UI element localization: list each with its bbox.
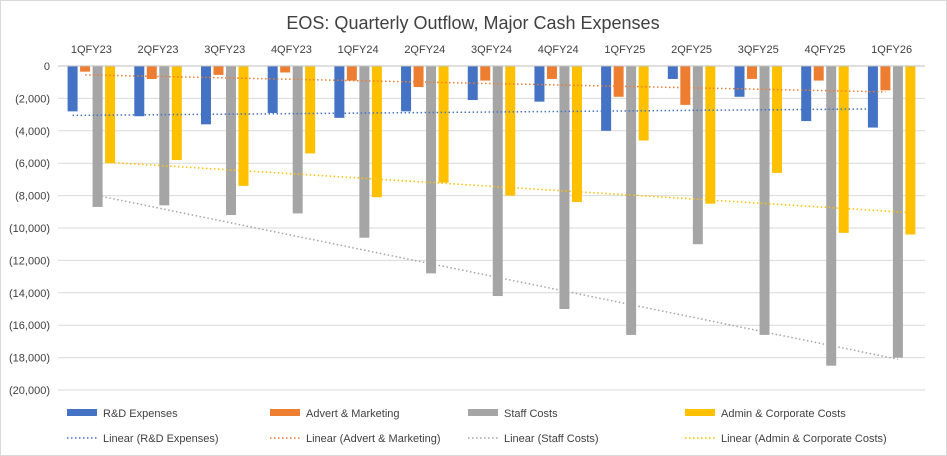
bar-admin-and-corporate-costs-4qfy23 [305,66,316,154]
bar-advert-and-marketing-3qfy23 [213,66,224,75]
trendlines [72,74,911,360]
bar-staff-costs-2qfy24 [426,66,437,274]
bars [67,66,916,366]
legend-label-admin-and-corporate-costs: Admin & Corporate Costs [721,408,846,420]
x-tick-label: 1QFY26 [871,44,912,56]
trendline-linear-staff-costs [97,194,899,360]
bar-staff-costs-4qfy24 [559,66,570,309]
bar-staff-costs-4qfy23 [292,66,303,214]
legend-label-linear-advert-and-marketing: Linear (Advert & Marketing) [306,433,441,445]
legend-label-linear-staff-costs: Linear (Staff Costs) [504,433,599,445]
legend-label-advert-and-marketing: Advert & Marketing [306,408,400,420]
bar-staff-costs-3qfy24 [492,66,503,297]
bar-admin-and-corporate-costs-2qfy23 [171,66,182,160]
bar-advert-and-marketing-1qfy26 [880,66,891,91]
legend: R&D Expenses Advert & Marketing Staff Cost… [67,408,887,445]
bar-randd-expenses-3qfy23 [200,66,211,125]
bar-admin-and-corporate-costs-1qfy23 [105,66,116,164]
x-tick-label: 3QFY23 [204,44,245,56]
bar-randd-expenses-1qfy26 [867,66,878,128]
axes: 0 (2,000) (4,000) (6,000) (8,000) (10,000) (12… [9,44,925,397]
bar-advert-and-marketing-3qfy24 [480,66,491,81]
bar-randd-expenses-2qfy23 [134,66,145,117]
bar-randd-expenses-1qfy25 [601,66,612,131]
bar-staff-costs-2qfy23 [159,66,170,206]
x-tick-label: 4QFY25 [804,44,845,56]
bar-staff-costs-1qfy25 [626,66,637,335]
bar-randd-expenses-3qfy24 [467,66,478,101]
legend-label-randd-expenses: R&D Expenses [103,408,178,420]
x-tick-label: 3QFY25 [738,44,779,56]
chart-title: EOS: Quarterly Outflow, Major Cash Expen… [286,13,659,33]
y-tick-label: (14,000) [9,288,50,300]
bar-randd-expenses-4qfy23 [267,66,278,113]
legend-swatch-advert-and-marketing [270,409,300,416]
bar-randd-expenses-4qfy24 [534,66,545,102]
y-tick-label: (12,000) [9,255,50,267]
bar-admin-and-corporate-costs-1qfy24 [371,66,382,198]
y-tick-label: (8,000) [15,191,50,203]
bar-randd-expenses-4qfy25 [801,66,812,122]
bar-admin-and-corporate-costs-3qfy23 [238,66,249,186]
x-tick-label: 4QFY24 [538,44,579,56]
bar-advert-and-marketing-1qfy24 [346,66,357,81]
bar-advert-and-marketing-1qfy23 [80,66,91,72]
trendline-linear-admin-and-corporate-costs [110,161,911,214]
legend-swatch-admin-and-corporate-costs [685,409,715,416]
bar-advert-and-marketing-4qfy24 [546,66,557,79]
legend-swatch-randd-expenses [67,409,97,416]
bar-staff-costs-3qfy25 [759,66,770,335]
y-tick-label: (4,000) [15,126,50,138]
y-tick-label: (2,000) [15,93,50,105]
bar-randd-expenses-2qfy25 [667,66,678,79]
legend-label-staff-costs: Staff Costs [504,408,558,420]
bar-randd-expenses-2qfy24 [401,66,412,112]
y-tick-label: (6,000) [15,158,50,170]
y-tick-label: (18,000) [9,353,50,365]
legend-label-linear-admin-and-corporate-costs: Linear (Admin & Corporate Costs) [721,433,887,445]
bar-admin-and-corporate-costs-1qfy26 [905,66,916,235]
bar-advert-and-marketing-2qfy25 [680,66,691,105]
legend-label-linear-randd-expenses: Linear (R&D Expenses) [103,433,219,445]
x-tick-label: 4QFY23 [271,44,312,56]
x-tick-label: 2QFY23 [138,44,179,56]
bar-advert-and-marketing-3qfy25 [747,66,758,79]
bar-advert-and-marketing-4qfy25 [813,66,824,81]
bar-admin-and-corporate-costs-4qfy25 [838,66,849,233]
trendline-linear-randd-expenses [72,108,873,117]
bar-staff-costs-4qfy25 [826,66,837,366]
y-tick-label: (16,000) [9,320,50,332]
x-tick-label: 1QFY24 [338,44,379,56]
bar-admin-and-corporate-costs-4qfy24 [571,66,582,203]
bar-randd-expenses-3qfy25 [734,66,745,97]
bar-admin-and-corporate-costs-3qfy24 [505,66,516,196]
x-tick-label: 1QFY25 [604,44,645,56]
bar-staff-costs-3qfy23 [225,66,236,216]
bar-admin-and-corporate-costs-2qfy25 [705,66,716,204]
bar-advert-and-marketing-2qfy24 [413,66,424,88]
bar-admin-and-corporate-costs-3qfy25 [772,66,783,173]
legend-swatch-staff-costs [468,409,498,416]
y-tick-label: (20,000) [9,385,50,397]
x-tick-label: 1QFY23 [71,44,112,56]
bar-advert-and-marketing-1qfy25 [613,66,624,97]
y-tick-label: (10,000) [9,223,50,235]
bar-advert-and-marketing-2qfy23 [146,66,157,79]
y-tick-label: 0 [44,61,50,73]
bar-staff-costs-1qfy24 [359,66,370,238]
x-tick-label: 3QFY24 [471,44,512,56]
bar-advert-and-marketing-4qfy23 [280,66,291,73]
bar-admin-and-corporate-costs-1qfy25 [638,66,649,141]
bar-staff-costs-1qfy23 [92,66,103,207]
bar-admin-and-corporate-costs-2qfy24 [438,66,449,183]
trendline-linear-advert-and-marketing [85,74,886,93]
x-tick-label: 2QFY25 [671,44,712,56]
bar-randd-expenses-1qfy24 [334,66,345,118]
x-tick-label: 2QFY24 [404,44,445,56]
bar-staff-costs-2qfy25 [692,66,703,245]
bar-randd-expenses-1qfy23 [67,66,78,112]
